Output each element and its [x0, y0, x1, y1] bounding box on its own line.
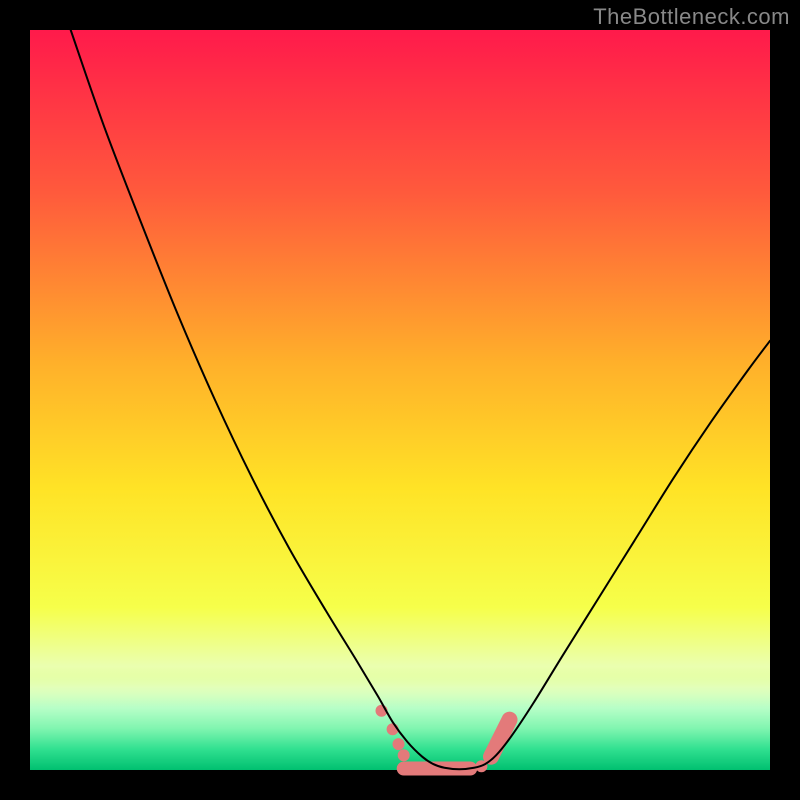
- plot-background: [30, 30, 770, 770]
- highlight-dot: [398, 749, 410, 761]
- chart-stage: TheBottleneck.com: [0, 0, 800, 800]
- highlight-dot: [393, 738, 405, 750]
- bottleneck-chart: [0, 0, 800, 800]
- watermark-text: TheBottleneck.com: [593, 4, 790, 30]
